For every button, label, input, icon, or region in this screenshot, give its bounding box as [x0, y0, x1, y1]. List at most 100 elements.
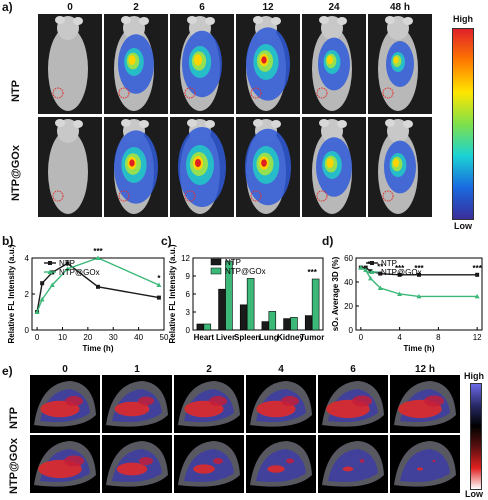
category-label: Spleen [234, 333, 260, 342]
panel-a-time-label: 48 h [389, 2, 410, 13]
x-tick-label: 30 [109, 333, 118, 342]
y-axis-label: Relative FL Intensity (a.u.) [168, 244, 177, 343]
data-point [34, 309, 40, 314]
data-point [40, 281, 45, 286]
x-tick-label: 8 [436, 333, 441, 342]
data-point [474, 293, 480, 299]
y-tick-label: 9 [186, 272, 191, 281]
fluorescence-signal [393, 56, 399, 64]
pa-image [390, 435, 460, 493]
deoxygenated-signal [267, 465, 285, 473]
panel-a-label: a) [2, 0, 13, 14]
mouse-ear [73, 17, 83, 25]
significance-marker: *** [472, 264, 482, 273]
series-line [36, 257, 160, 313]
deoxygenated-signal [359, 459, 365, 463]
mouse-ear [337, 17, 347, 25]
pa-image [30, 375, 100, 433]
bar [239, 304, 248, 331]
pa-image [174, 375, 244, 433]
bar [246, 278, 255, 331]
mouse-ear [253, 16, 263, 24]
category-label: Kidney [277, 333, 304, 342]
x-tick-label: 10 [58, 333, 67, 342]
bar [290, 317, 298, 331]
significance-marker: * [157, 274, 161, 283]
mouse-ear [121, 119, 131, 127]
tumor-circle [118, 190, 130, 202]
data-point [377, 285, 383, 290]
deoxygenated-signal [209, 396, 227, 406]
oxygenated-signal [256, 449, 306, 482]
panel-e-time-label: 4 [278, 364, 284, 375]
mouse-ear [271, 120, 281, 128]
mouse-image [236, 117, 300, 217]
panel-e-time-label: 0 [62, 364, 68, 375]
series-line [36, 262, 160, 313]
deoxygenated-signal [281, 396, 299, 406]
y-tick-label: 0 [349, 326, 354, 335]
legend-marker [47, 269, 53, 274]
mouse-ear [121, 16, 131, 24]
data-point [358, 265, 364, 270]
significance-marker: ** [377, 263, 384, 272]
mouse-ear [55, 119, 65, 127]
mouse-body [48, 130, 88, 214]
panel-a-time-label: 6 [199, 2, 205, 13]
deoxygenated-signal [424, 395, 444, 407]
panel-e-colorbar [470, 383, 482, 490]
data-point [65, 261, 70, 266]
mouse-ear [139, 120, 149, 128]
tumor-circle [316, 87, 328, 99]
y-tick-label: 3 [186, 308, 191, 317]
y-tick-label: 6 [186, 290, 191, 299]
bar [203, 323, 212, 331]
panel-a-row-ntp: NTP [10, 80, 22, 102]
y-axis-label: Relative FL Intensity (a.u.) [7, 244, 16, 343]
mouse-ear [253, 119, 263, 127]
pa-image [390, 375, 460, 433]
bar [268, 311, 277, 331]
data-point [397, 272, 402, 277]
y-tick-label: 20 [344, 302, 353, 311]
pa-image [246, 435, 316, 493]
bar [283, 318, 291, 331]
significance-marker: *** [93, 247, 103, 256]
tumor-circle [52, 87, 64, 99]
panel-c-label: c) [161, 234, 172, 248]
bar [196, 323, 205, 331]
y-tick-label: 4 [25, 254, 30, 263]
tumor-circle [316, 190, 328, 202]
x-tick-label: 20 [83, 333, 92, 342]
significance-marker: *** [395, 264, 405, 273]
mouse-ear [403, 120, 413, 128]
pa-image [318, 375, 388, 433]
pa-image [246, 375, 316, 433]
legend-label: NTP@GOx [381, 268, 422, 277]
data-point [475, 272, 480, 277]
data-point [96, 284, 100, 289]
deoxygenated-signal [213, 458, 223, 464]
mouse-ear [385, 119, 395, 127]
mouse-ear [139, 17, 149, 25]
bar [311, 278, 320, 331]
fluorescence-signal [393, 158, 399, 168]
category-label: Heart [194, 333, 215, 342]
pa-image [102, 435, 172, 493]
mouse-image [38, 14, 102, 114]
pa-image [30, 435, 100, 493]
deoxygenated-signal [286, 458, 294, 464]
pa-image [102, 375, 172, 433]
panel-b-label: b) [2, 234, 14, 248]
mouse-ear [337, 120, 347, 128]
panel-a-colorbar-high: High [453, 14, 473, 24]
legend-label: NTP@GOx [59, 268, 100, 277]
data-point [39, 296, 45, 302]
mouse-body [48, 27, 88, 111]
panel-a-colorbar [452, 28, 474, 220]
pa-image [174, 435, 244, 493]
y-tick-label: 2 [25, 290, 30, 299]
data-point [397, 291, 403, 296]
panel-a-colorbar-low: Low [454, 221, 472, 231]
deoxygenated-signal [138, 396, 154, 406]
